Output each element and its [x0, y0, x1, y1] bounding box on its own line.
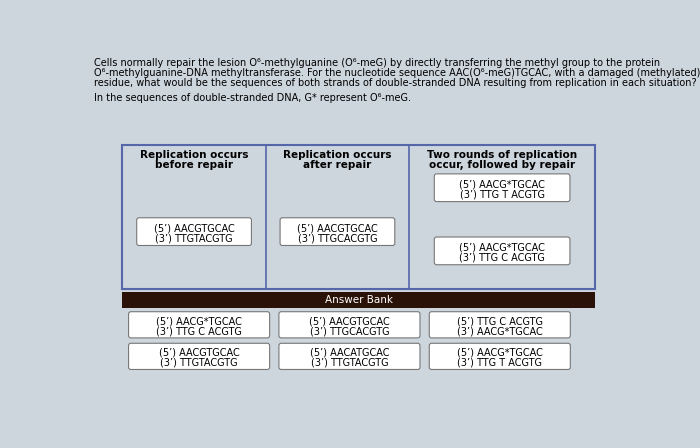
FancyBboxPatch shape: [129, 312, 270, 338]
FancyBboxPatch shape: [279, 343, 420, 370]
Text: (5’) AACG*TGCAC: (5’) AACG*TGCAC: [459, 179, 545, 189]
Text: (3’) TTG C ACGTG: (3’) TTG C ACGTG: [459, 252, 545, 263]
FancyBboxPatch shape: [429, 312, 570, 338]
FancyBboxPatch shape: [434, 174, 570, 202]
FancyBboxPatch shape: [429, 343, 570, 370]
Text: after repair: after repair: [303, 160, 372, 170]
Text: (3’) TTGCACGTG: (3’) TTGCACGTG: [309, 326, 389, 336]
FancyBboxPatch shape: [129, 343, 270, 370]
Text: Replication occurs: Replication occurs: [140, 150, 248, 160]
Text: (5’) AACG*TGCAC: (5’) AACG*TGCAC: [156, 316, 242, 326]
Bar: [122, 293, 595, 308]
Text: Replication occurs: Replication occurs: [284, 150, 392, 160]
Text: (3’) TTGTACGTG: (3’) TTGTACGTG: [160, 358, 238, 368]
Text: (3’) TTG T ACGTG: (3’) TTG T ACGTG: [460, 189, 545, 199]
Text: (3’) TTGCACGTG: (3’) TTGCACGTG: [298, 233, 377, 243]
Text: Cells normally repair the lesion O⁶-methylguanine (O⁶-meG) by directly transferr: Cells normally repair the lesion O⁶-meth…: [94, 58, 660, 69]
Text: occur, followed by repair: occur, followed by repair: [429, 160, 575, 170]
Text: O⁶-methylguanine-DNA methyltransferase. For the nucleotide sequence AAC(O⁶-meG)T: O⁶-methylguanine-DNA methyltransferase. …: [94, 68, 700, 78]
Text: (5’) AACG*TGCAC: (5’) AACG*TGCAC: [459, 242, 545, 252]
Text: before repair: before repair: [155, 160, 233, 170]
Text: (5’) TTG C ACGTG: (5’) TTG C ACGTG: [457, 316, 542, 326]
FancyBboxPatch shape: [279, 312, 420, 338]
Text: In the sequences of double-stranded DNA, G* represent O⁶-meG.: In the sequences of double-stranded DNA,…: [94, 94, 411, 103]
Text: (3’) TTGTACGTG: (3’) TTGTACGTG: [311, 358, 389, 368]
FancyBboxPatch shape: [136, 218, 251, 246]
Bar: [122, 145, 595, 289]
Text: (5’) AACGTGCAC: (5’) AACGTGCAC: [154, 223, 234, 233]
Text: residue, what would be the sequences of both strands of double-stranded DNA resu: residue, what would be the sequences of …: [94, 78, 696, 88]
Text: Answer Bank: Answer Bank: [325, 295, 393, 305]
Text: Two rounds of replication: Two rounds of replication: [427, 150, 578, 160]
Text: (5’) AACGTGCAC: (5’) AACGTGCAC: [159, 348, 239, 358]
Text: (3’) AACG*TGCAC: (3’) AACG*TGCAC: [457, 326, 542, 336]
FancyBboxPatch shape: [280, 218, 395, 246]
Text: (5’) AACATGCAC: (5’) AACATGCAC: [309, 348, 389, 358]
FancyBboxPatch shape: [434, 237, 570, 265]
Text: (5’) AACGTGCAC: (5’) AACGTGCAC: [297, 223, 378, 233]
Text: (5’) AACG*TGCAC: (5’) AACG*TGCAC: [457, 348, 542, 358]
Text: (3’) TTG C ACGTG: (3’) TTG C ACGTG: [156, 326, 242, 336]
Text: (5’) AACGTGCAC: (5’) AACGTGCAC: [309, 316, 390, 326]
Text: (3’) TTG T ACGTG: (3’) TTG T ACGTG: [457, 358, 542, 368]
Text: (3’) TTGTACGTG: (3’) TTGTACGTG: [155, 233, 233, 243]
